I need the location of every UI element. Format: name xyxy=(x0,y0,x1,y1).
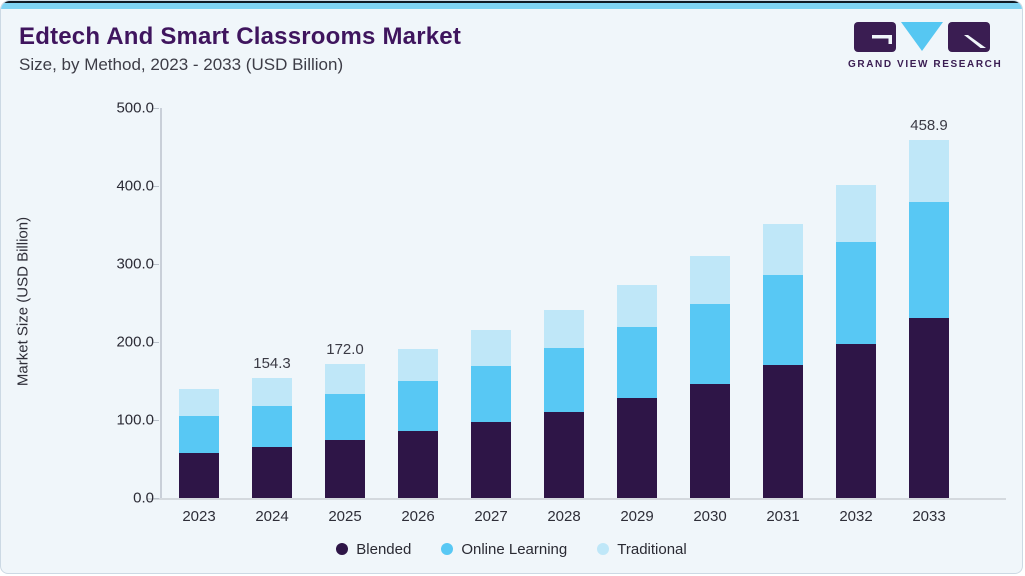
bar-segment-online-learning-2033 xyxy=(909,202,949,318)
bar-segment-blended-2024 xyxy=(252,446,292,498)
bar-segment-blended-2029 xyxy=(617,398,657,498)
bar-segment-traditional-2023 xyxy=(179,389,219,416)
y-tick-label: 500.0 xyxy=(116,99,154,117)
x-tick-label-2023: 2023 xyxy=(182,508,216,525)
bar-segment-blended-2025 xyxy=(325,440,365,498)
x-axis-line xyxy=(147,498,1006,500)
bar-segment-traditional-2032 xyxy=(836,185,876,242)
plot-area: 0.0 100.0 200.0 300.0 400.0 500.0 2023 154.3 202… xyxy=(116,100,1006,525)
total-label-2024: 154.3 xyxy=(253,354,291,372)
bar-segment-blended-2028 xyxy=(544,411,584,498)
bar-segment-blended-2023 xyxy=(179,453,219,498)
bar-segment-blended-2031 xyxy=(763,364,803,498)
legend-label: Traditional xyxy=(617,540,687,558)
bar-segment-online-learning-2029 xyxy=(617,326,657,399)
bar-segment-online-learning-2027 xyxy=(471,365,511,423)
bar-segment-blended-2032 xyxy=(836,344,876,498)
bar-segment-blended-2026 xyxy=(398,431,438,498)
y-tick-label: 300.0 xyxy=(116,255,154,273)
bar-2031 xyxy=(763,223,803,498)
bar-segment-traditional-2025 xyxy=(325,363,365,395)
bar-2025 xyxy=(325,363,365,498)
bar-2027 xyxy=(471,330,511,498)
bar-segment-traditional-2026 xyxy=(398,348,438,382)
bar-2030 xyxy=(690,256,730,498)
y-tick-mark xyxy=(152,497,159,499)
legend-dot-icon xyxy=(597,543,610,555)
legend: Blended Online Learning Traditional xyxy=(1,537,1022,561)
x-tick-label-2030: 2030 xyxy=(693,508,727,525)
x-tick-label-2031: 2031 xyxy=(766,508,800,525)
bar-segment-online-learning-2030 xyxy=(690,303,730,384)
bar-segment-online-learning-2023 xyxy=(179,415,219,454)
legend-label: Blended xyxy=(356,540,412,558)
chart-title: Edtech And Smart Classrooms Market xyxy=(19,23,462,50)
logo-wordmark: GRAND VIEW RESEARCH xyxy=(848,59,1003,70)
y-tick-mark xyxy=(152,107,159,109)
bar-segment-traditional-2031 xyxy=(763,223,803,275)
bar-2029 xyxy=(617,285,657,498)
bar-2032 xyxy=(836,185,876,498)
gvr-logo-icon xyxy=(854,22,990,52)
bar-segment-online-learning-2032 xyxy=(836,241,876,345)
legend-dot-icon xyxy=(336,543,349,555)
legend-item-online-learning: Online Learning xyxy=(441,541,567,558)
y-tick-mark xyxy=(152,341,159,343)
legend-item-traditional: Traditional xyxy=(597,540,687,558)
y-axis-line xyxy=(160,108,162,500)
x-tick-label-2029: 2029 xyxy=(620,508,654,525)
bar-segment-traditional-2029 xyxy=(617,285,657,327)
bar-segment-traditional-2030 xyxy=(690,256,730,304)
bar-segment-blended-2030 xyxy=(690,383,730,498)
y-tick-label: 400.0 xyxy=(116,177,154,195)
x-tick-label-2033: 2033 xyxy=(912,508,946,525)
x-tick-label-2026: 2026 xyxy=(401,508,435,525)
y-tick-mark xyxy=(152,185,159,187)
y-tick-mark xyxy=(152,263,159,265)
x-tick-label-2025: 2025 xyxy=(328,508,362,525)
legend-item-blended: Blended xyxy=(336,541,411,558)
bar-2023 xyxy=(179,389,219,498)
y-axis-title: Market Size (USD Billion) xyxy=(14,216,32,387)
bar-segment-online-learning-2026 xyxy=(398,381,438,432)
y-tick-label: 200.0 xyxy=(116,333,154,351)
bar-segment-blended-2027 xyxy=(471,422,511,498)
legend-dot-icon xyxy=(441,543,454,555)
legend-label: Online Learning xyxy=(461,540,568,558)
bar-segment-online-learning-2024 xyxy=(252,405,292,447)
chart-subtitle: Size, by Method, 2023 - 2033 (USD Billio… xyxy=(19,55,344,74)
x-tick-label-2028: 2028 xyxy=(547,508,581,525)
y-tick-mark xyxy=(152,419,159,421)
bar-segment-traditional-2027 xyxy=(471,330,511,366)
bar-segment-traditional-2028 xyxy=(544,309,584,349)
total-label-2025: 172.0 xyxy=(326,340,364,358)
top-border-line xyxy=(1,1,1022,3)
accent-strip xyxy=(1,3,1022,9)
bar-segment-online-learning-2031 xyxy=(763,274,803,365)
bar-segment-online-learning-2025 xyxy=(325,394,365,441)
bar-segment-traditional-2024 xyxy=(252,377,292,406)
bar-2024 xyxy=(252,377,292,498)
x-tick-label-2024: 2024 xyxy=(255,508,289,525)
y-tick-label: 0.0 xyxy=(133,489,154,507)
bar-segment-online-learning-2028 xyxy=(544,348,584,412)
bar-2028 xyxy=(544,309,584,498)
bar-2033 xyxy=(909,140,949,498)
x-tick-label-2027: 2027 xyxy=(474,508,508,525)
bar-2026 xyxy=(398,348,438,498)
grand-view-research-logo: GRAND VIEW RESEARCH xyxy=(848,21,1003,70)
x-tick-label-2032: 2032 xyxy=(839,508,873,525)
total-label-2033: 458.9 xyxy=(910,117,948,135)
bar-segment-traditional-2033 xyxy=(909,140,949,203)
y-tick-label: 100.0 xyxy=(116,411,154,429)
bar-segment-blended-2033 xyxy=(909,317,949,498)
